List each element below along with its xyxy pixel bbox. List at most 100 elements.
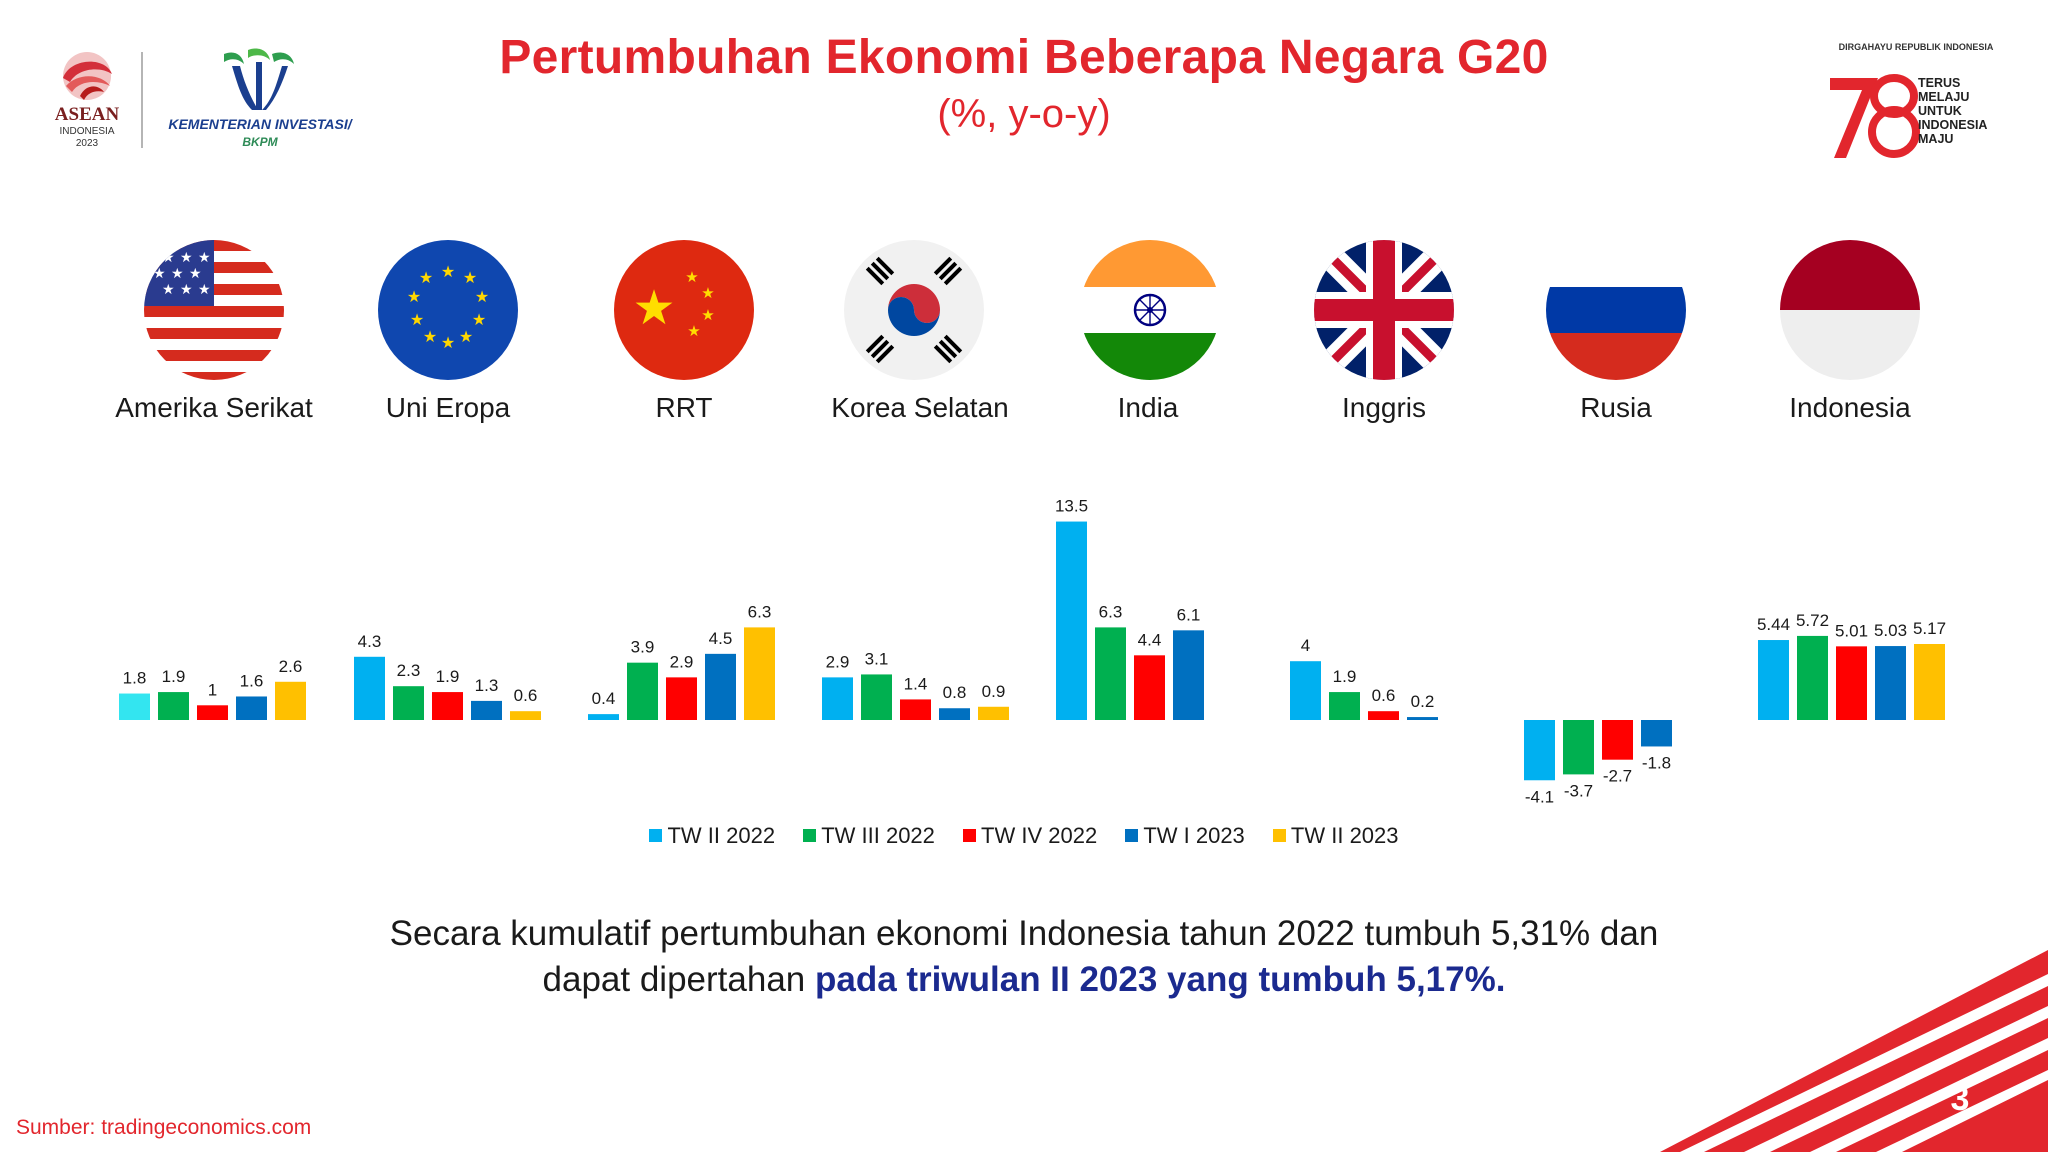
statement-line-1: Secara kumulatif pertumbuhan ekonomi Ind…: [389, 914, 1659, 953]
bar-7-1: [1797, 635, 1828, 720]
data-label-4-2: 4.4: [1138, 630, 1162, 649]
svg-text:★: ★: [701, 284, 714, 302]
svg-text:★: ★: [687, 322, 700, 340]
legend-item-tw4-2022: TW IV 2022: [963, 823, 1097, 849]
russia-flag-icon: [1546, 240, 1686, 380]
data-label-0-4: 2.6: [279, 657, 303, 676]
country-label-india: India: [1117, 392, 1179, 423]
data-label-3-4: 0.9: [982, 682, 1006, 701]
svg-text:★: ★: [685, 268, 698, 286]
bar-5-3: [1407, 717, 1438, 720]
bar-1-4: [510, 711, 541, 720]
page-subtitle: (%, y-o-y): [937, 92, 1111, 136]
svg-text:★: ★: [419, 268, 433, 287]
country-label-rrt: RRT: [655, 392, 713, 423]
data-label-7-2: 5.01: [1835, 621, 1868, 640]
hut-tagline-1: TERUS: [1918, 76, 1961, 90]
legend-swatch-tw2-2022: [649, 829, 663, 842]
svg-text:★: ★: [701, 306, 714, 324]
bar-3-1: [861, 674, 892, 720]
data-label-1-3: 1.3: [475, 676, 499, 695]
bar-4-0: [1056, 521, 1087, 720]
data-label-5-0: 4: [1301, 636, 1310, 655]
chart-legend: TW II 2022 TW III 2022 TW IV 2022 TW I 2…: [0, 822, 2048, 849]
data-label-0-0: 1.8: [123, 669, 147, 688]
hut-ri-78-logo-icon: [1830, 74, 1920, 158]
svg-text:★: ★: [423, 327, 437, 346]
bar-3-2: [900, 699, 931, 720]
south-korea-flag-icon: [844, 240, 984, 380]
usa-flag-icon: ★ ★ ★ ★ ★ ★ ★ ★ ★: [144, 240, 284, 380]
svg-text:★: ★: [171, 266, 184, 282]
legend-item-tw2-2022: TW II 2022: [649, 823, 775, 849]
data-label-6-2: -2.7: [1603, 767, 1632, 786]
data-label-1-2: 1.9: [436, 667, 460, 686]
svg-text:★: ★: [441, 262, 455, 281]
bar-0-3: [236, 696, 267, 720]
svg-text:★: ★: [153, 266, 166, 282]
bar-7-0: [1758, 640, 1789, 720]
legend-item-tw3-2022: TW III 2022: [803, 823, 935, 849]
data-label-5-2: 0.6: [1372, 686, 1396, 705]
legend-label-tw2-2023: TW II 2023: [1290, 822, 1399, 848]
bkpm-name: BKPM: [242, 135, 278, 149]
bar-6-3: [1641, 720, 1672, 747]
bar-2-2: [666, 677, 697, 720]
bar-2-4: [744, 627, 775, 720]
bar-0-4: [275, 681, 306, 720]
svg-text:★: ★: [180, 282, 193, 298]
asean-year: 2023: [75, 138, 99, 149]
data-label-3-0: 2.9: [826, 652, 850, 671]
svg-text:★: ★: [198, 250, 211, 266]
bar-4-3: [1173, 630, 1204, 720]
svg-text:★: ★: [632, 280, 675, 336]
data-label-7-3: 5.03: [1874, 621, 1907, 640]
bar-2-3: [705, 653, 736, 720]
svg-text:★: ★: [459, 327, 473, 346]
statement-highlight: pada triwulan II 2023 yang tumbuh 5,17%.: [814, 960, 1506, 999]
data-label-3-2: 1.4: [904, 674, 928, 693]
data-label-1-1: 2.3: [397, 661, 421, 680]
legend-label-tw4-2022: TW IV 2022: [981, 822, 1098, 848]
asean-wordmark: ASEAN: [54, 104, 120, 125]
svg-text:★: ★: [475, 287, 489, 306]
country-label-indonesia: Indonesia: [1789, 392, 1911, 423]
data-label-3-3: 0.8: [943, 683, 967, 702]
kementerian-name: KEMENTERIAN INVESTASI/: [168, 116, 352, 132]
data-label-7-1: 5.72: [1796, 611, 1829, 630]
bar-0-1: [158, 692, 189, 720]
data-label-2-0: 0.4: [592, 689, 616, 708]
svg-text:★: ★: [198, 282, 211, 298]
data-label-6-3: -1.8: [1642, 753, 1671, 772]
country-label-inggris: Inggris: [1341, 392, 1427, 423]
bar-5-0: [1290, 661, 1321, 720]
bar-2-1: [627, 662, 658, 720]
hut-tagline-5: MAJU: [1918, 132, 1954, 146]
svg-text:★: ★: [472, 310, 486, 329]
bar-7-4: [1914, 644, 1945, 720]
bar-5-2: [1368, 711, 1399, 720]
data-label-0-3: 1.6: [240, 671, 264, 690]
bar-7-3: [1875, 646, 1906, 720]
data-label-7-4: 5.17: [1913, 619, 1946, 638]
country-label-uni-eropa: Uni Eropa: [385, 392, 511, 423]
data-label-4-0: 13.5: [1055, 497, 1088, 516]
data-label-0-2: 1: [208, 680, 217, 699]
eu-flag-icon: ★ ★ ★ ★ ★ ★ ★ ★ ★ ★: [378, 240, 518, 380]
bar-4-2: [1134, 655, 1165, 720]
data-label-7-0: 5.44: [1757, 615, 1790, 634]
china-flag-icon: ★ ★ ★ ★ ★: [614, 240, 754, 380]
bar-0-2: [197, 705, 228, 720]
svg-text:★: ★: [441, 333, 455, 352]
legend-label-tw3-2022: TW III 2022: [821, 822, 935, 848]
page-title: Pertumbuhan Ekonomi Beberapa Negara G20: [499, 31, 1549, 84]
bar-1-1: [393, 686, 424, 720]
legend-swatch-tw4-2022: [963, 829, 977, 842]
svg-text:★: ★: [162, 282, 175, 298]
country-label-amerika-serikat: Amerika Serikat: [115, 392, 313, 423]
bar-2-0: [588, 714, 619, 720]
bar-4-1: [1095, 627, 1126, 720]
bar-6-0: [1524, 720, 1555, 781]
data-label-5-3: 0.2: [1411, 692, 1435, 711]
data-label-3-1: 3.1: [865, 649, 889, 668]
